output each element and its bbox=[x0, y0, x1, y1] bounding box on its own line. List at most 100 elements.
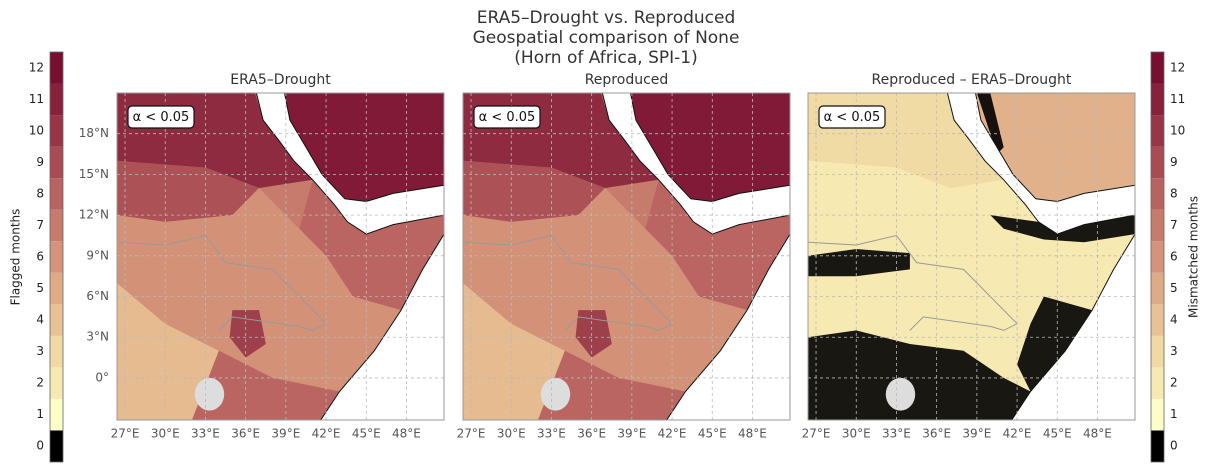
map-panel bbox=[117, 93, 444, 420]
colorbar-segment bbox=[50, 178, 63, 210]
colorbar-tick-label: 11 bbox=[1170, 92, 1185, 106]
colorbar-tick-label: 1 bbox=[1170, 407, 1178, 421]
lon-tick-label: 42°E bbox=[658, 427, 687, 441]
lat-tick-label: 12°N bbox=[79, 208, 109, 222]
lon-tick-label: 48°E bbox=[392, 427, 421, 441]
colorbar-tick-label: 12 bbox=[29, 60, 44, 74]
land-region bbox=[645, 179, 790, 311]
ocean bbox=[1011, 233, 1135, 420]
land-region bbox=[299, 179, 444, 311]
lon-tick-label: 45°E bbox=[352, 427, 381, 441]
lat-tick-label: 18°N bbox=[79, 126, 109, 140]
panel-frame bbox=[807, 92, 1136, 421]
lon-tick-label: 30°E bbox=[151, 427, 180, 441]
land-region bbox=[575, 310, 612, 358]
colorbar-tick-label: 9 bbox=[1170, 155, 1178, 169]
colorbar-tick-label: 11 bbox=[29, 92, 44, 106]
colorbar-segment bbox=[1151, 430, 1164, 462]
lon-tick-label: 39°E bbox=[271, 427, 300, 441]
panel-frame bbox=[116, 92, 445, 421]
land-region bbox=[117, 188, 402, 392]
map-panel bbox=[808, 93, 1135, 420]
panel-title: Reproduced bbox=[585, 72, 669, 88]
lon-tick-label: 45°E bbox=[698, 427, 727, 441]
colorbar-segment bbox=[1151, 241, 1164, 273]
map-panel bbox=[463, 93, 790, 420]
colorbar-tick-label: 0 bbox=[36, 439, 44, 453]
colorbar-segment bbox=[50, 241, 63, 273]
title-line: ERA5–Drought vs. Reproduced bbox=[477, 8, 736, 28]
sea bbox=[601, 93, 790, 235]
colorbar-tick-label: 4 bbox=[36, 313, 44, 327]
lon-tick-label: 48°E bbox=[738, 427, 767, 441]
lat-tick-label: 9°N bbox=[86, 248, 109, 262]
colorbar-segment bbox=[50, 272, 63, 305]
land-region bbox=[538, 350, 686, 420]
land-region bbox=[1017, 296, 1093, 392]
colorbar-segment bbox=[50, 83, 63, 116]
colorbar-frame bbox=[1150, 51, 1165, 463]
lon-tick-label: 33°E bbox=[537, 427, 566, 441]
land-region bbox=[463, 160, 606, 222]
colorbar-tick-label: 5 bbox=[1170, 281, 1178, 295]
colorbar-tick-label: 8 bbox=[1170, 186, 1178, 200]
sea bbox=[255, 93, 444, 235]
lake bbox=[540, 377, 571, 411]
land-region bbox=[284, 93, 444, 202]
colorbar-segment bbox=[1151, 146, 1164, 179]
annotation-box bbox=[127, 105, 195, 129]
colorbar-tick-label: 3 bbox=[36, 344, 44, 358]
panel-title: Reproduced – ERA5–Drought bbox=[872, 72, 1072, 88]
land-region bbox=[630, 93, 790, 202]
colorbar-tick-label: 1 bbox=[36, 407, 44, 421]
land-region bbox=[808, 330, 1031, 420]
colorbar-segment bbox=[50, 146, 63, 179]
annotation: α < 0.05 bbox=[824, 110, 881, 125]
lat-tick-label: 6°N bbox=[86, 289, 109, 303]
panel-title: ERA5–Drought bbox=[230, 72, 331, 88]
lat-tick-label: 15°N bbox=[79, 167, 109, 181]
colorbar-label: Flagged months bbox=[9, 209, 23, 306]
title-line: (Horn of Africa, SPI-1) bbox=[514, 48, 697, 68]
colorbar-tick-label: 6 bbox=[1170, 250, 1178, 264]
lon-tick-label: 27°E bbox=[457, 427, 486, 441]
colorbar-label: Mismatched months bbox=[1187, 196, 1201, 318]
land-region bbox=[975, 93, 1135, 202]
colorbar-segment bbox=[1151, 367, 1164, 399]
colorbar-segment bbox=[50, 367, 63, 399]
lon-tick-label: 27°E bbox=[111, 427, 140, 441]
colorbar-segment bbox=[50, 115, 63, 147]
colorbar-segment bbox=[1151, 52, 1164, 84]
lat-tick-label: 0° bbox=[95, 370, 109, 384]
colorbar-segment bbox=[50, 398, 63, 431]
lon-tick-label: 39°E bbox=[962, 427, 991, 441]
colorbar-segment bbox=[50, 52, 63, 84]
ocean bbox=[320, 233, 444, 420]
colorbar-tick-label: 7 bbox=[1170, 218, 1178, 232]
colorbar-tick-label: 9 bbox=[36, 155, 44, 169]
colorbar-tick-label: 10 bbox=[1170, 123, 1185, 137]
annotation-box bbox=[473, 105, 541, 129]
land-region bbox=[117, 160, 260, 222]
panel-frame bbox=[462, 92, 791, 421]
colorbar-segment bbox=[50, 209, 63, 242]
lon-tick-label: 30°E bbox=[842, 427, 871, 441]
colorbar-frame bbox=[49, 51, 64, 463]
land-region bbox=[976, 93, 1004, 155]
land-region bbox=[463, 188, 748, 392]
colorbar-segment bbox=[1151, 398, 1164, 431]
lon-tick-label: 30°E bbox=[497, 427, 526, 441]
sea bbox=[946, 93, 1135, 235]
colorbar-tick-label: 6 bbox=[36, 250, 44, 264]
lake bbox=[194, 377, 225, 411]
land-region bbox=[192, 350, 340, 420]
colorbar-segment bbox=[50, 304, 63, 336]
colorbar-segment bbox=[1151, 178, 1164, 210]
lon-tick-label: 45°E bbox=[1043, 427, 1072, 441]
lat-tick-label: 3°N bbox=[86, 330, 109, 344]
annotation-box bbox=[818, 105, 886, 129]
colorbar-tick-label: 8 bbox=[36, 186, 44, 200]
lon-tick-label: 39°E bbox=[617, 427, 646, 441]
lon-tick-label: 33°E bbox=[882, 427, 911, 441]
colorbar-segment bbox=[1151, 115, 1164, 147]
